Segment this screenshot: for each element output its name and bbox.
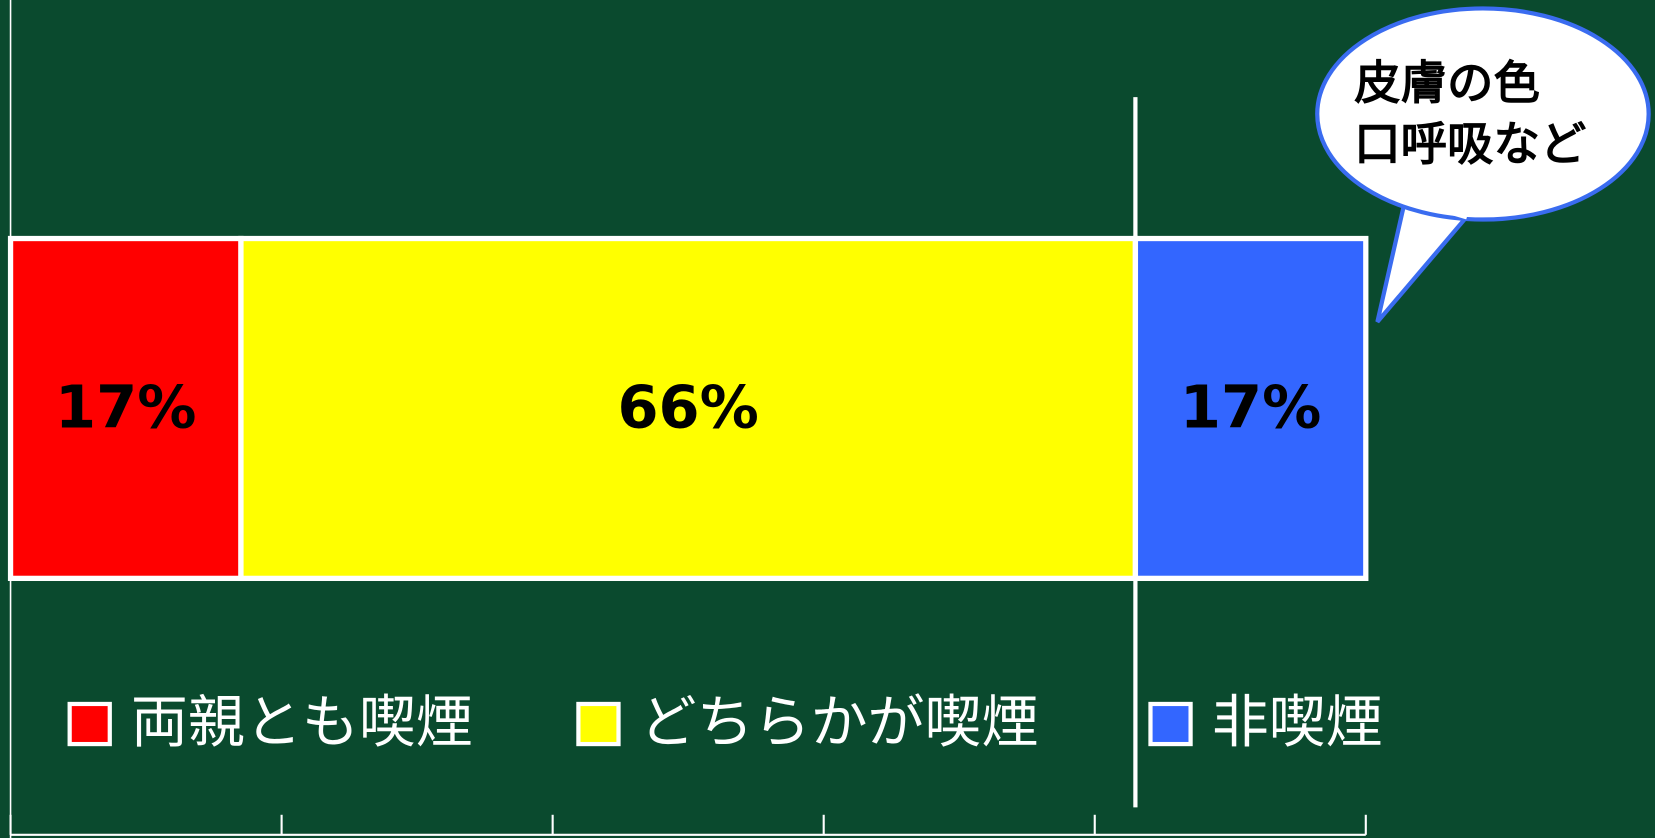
legend-label: どちらかが喫煙	[640, 690, 1039, 756]
annotation-line: 口呼吸など	[1354, 117, 1587, 171]
legend-swatch	[1148, 701, 1193, 747]
legend-swatch	[576, 701, 621, 747]
legend-label: 両親とも喫煙	[131, 690, 473, 756]
data-label: 66%	[617, 373, 758, 442]
data-label: 17%	[1180, 373, 1321, 442]
bar-segment	[7, 235, 244, 582]
data-label: 17%	[55, 373, 196, 442]
legend-swatch	[67, 701, 112, 747]
legend-label: 非喫煙	[1212, 690, 1383, 756]
callout-joint	[1405, 195, 1469, 220]
bar-segment	[238, 235, 1139, 582]
annotation-line: 皮膚の色	[1354, 56, 1540, 110]
callout-bubble	[1315, 6, 1651, 222]
bar-segment	[1132, 235, 1369, 582]
